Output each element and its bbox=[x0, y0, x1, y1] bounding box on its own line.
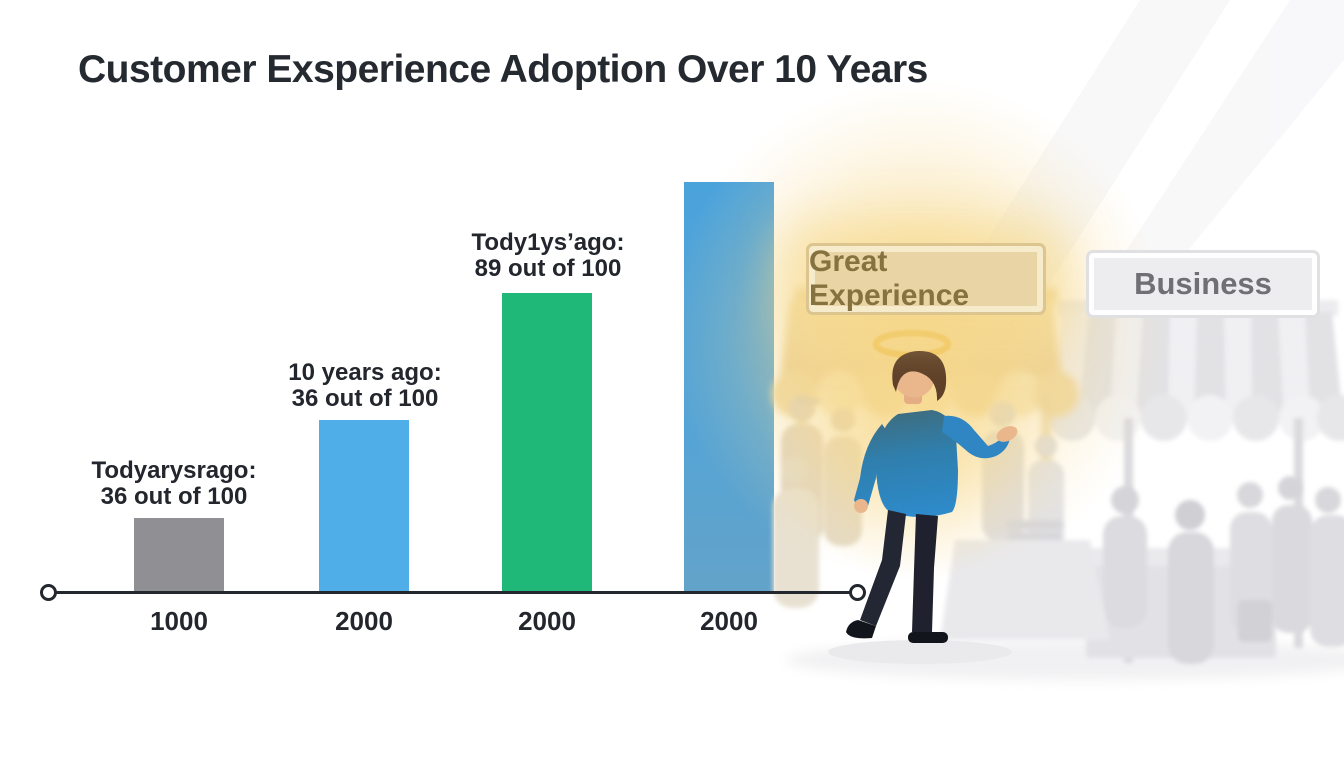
annotation-line2: 36 out of 100 bbox=[291, 385, 439, 412]
sign-label: Great Experience bbox=[809, 245, 970, 312]
axis-endpoint-left bbox=[40, 584, 57, 601]
great-experience-sign: Great Experience bbox=[806, 243, 1046, 315]
bar-annotation: Todyarysrago: 36 out of 100 bbox=[44, 458, 304, 510]
x-tick-label: 1000 bbox=[150, 606, 208, 636]
bar-annotation: 10 years ago: 36 out of 100 bbox=[235, 360, 495, 412]
x-tick-label: 2000 bbox=[335, 606, 393, 636]
page-title: Customer Exsperience Adoption Over 10 Ye… bbox=[78, 48, 928, 91]
sign-label: Business bbox=[1134, 266, 1272, 301]
annotation-line1: Todyarysrago: bbox=[91, 457, 257, 484]
x-tick-label: 2000 bbox=[518, 606, 576, 636]
annotation-line2: 36 out of 100 bbox=[100, 483, 248, 510]
x-tick-label: 2000 bbox=[700, 606, 758, 636]
bar-annotation: Tody1ysʼago: 89 out of 100 bbox=[418, 230, 678, 282]
axis-endpoint-right bbox=[849, 584, 866, 601]
x-axis-line bbox=[56, 591, 850, 594]
annotation-line2: 89 out of 100 bbox=[474, 255, 622, 282]
bar-1 bbox=[319, 420, 409, 592]
crowd-silhouettes-right bbox=[1078, 476, 1344, 664]
man-figure bbox=[828, 329, 1018, 664]
annotation-line1: Tody1ysʼago: bbox=[471, 229, 625, 256]
annotation-line1: 10 years ago: bbox=[288, 359, 442, 386]
business-sign: Business bbox=[1086, 250, 1320, 318]
scene-illustration bbox=[680, 0, 1344, 680]
figure-shadow bbox=[828, 640, 1012, 664]
bar-0 bbox=[134, 518, 224, 592]
bar-2 bbox=[502, 293, 592, 592]
